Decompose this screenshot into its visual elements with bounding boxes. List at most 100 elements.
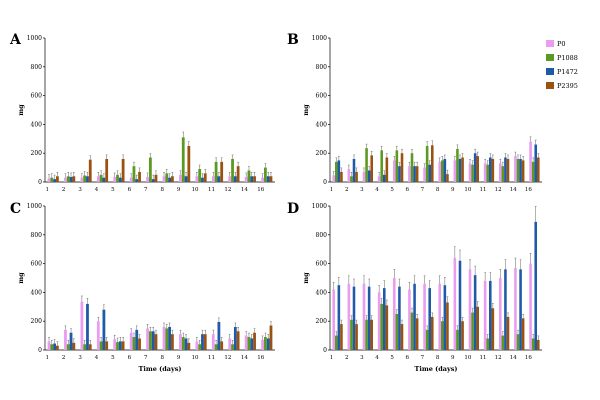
y-axis-title: mg <box>17 104 25 116</box>
bar-p1472-day-4 <box>102 309 106 350</box>
bar-p2395-day-8 <box>171 334 174 350</box>
bar-p1088-day-6 <box>410 312 414 350</box>
x-tick-label: 3 <box>78 187 82 193</box>
bar-p1088-day-12 <box>501 166 505 182</box>
bar-p1088-day-16 <box>263 167 267 182</box>
bar-p0-day-7 <box>146 176 149 182</box>
bar-p2395-day-6 <box>138 338 141 350</box>
y-tick-label: 1000 <box>27 35 42 42</box>
bar-p1472-day-2 <box>352 158 356 182</box>
x-tick-label: 1 <box>330 187 334 193</box>
bar-p1472-day-10 <box>201 177 204 182</box>
bar-p0-day-9 <box>453 257 457 350</box>
bar-p1472-day-9 <box>458 158 462 182</box>
bar-p0-day-16 <box>261 177 264 182</box>
bar-p1088-day-14 <box>516 158 520 182</box>
x-tick-label: 11 <box>208 187 215 193</box>
bar-p1088-day-14 <box>516 334 520 350</box>
legend-swatch-p1472 <box>546 68 554 75</box>
bar-p0-day-8 <box>438 283 441 350</box>
x-tick-label: 3 <box>78 355 82 361</box>
bar-p0-day-14 <box>244 176 248 182</box>
bar-p1088-day-1 <box>50 177 54 182</box>
bar-p1088-day-1 <box>50 344 54 350</box>
bar-p1472-day-1 <box>337 160 341 182</box>
bar-p2395-day-1 <box>340 324 343 350</box>
bar-p0-day-2 <box>64 329 67 350</box>
bar-p1472-day-2 <box>69 332 73 350</box>
bar-p2395-day-12 <box>506 158 510 182</box>
x-tick-label: 2 <box>345 187 349 193</box>
x-tick-label: 16 <box>257 355 264 361</box>
bar-p1088-day-7 <box>425 146 429 182</box>
bar-p1472-day-8 <box>443 285 447 350</box>
bar-p1472-day-6 <box>135 329 139 350</box>
panel-letter: D <box>287 201 299 217</box>
bar-p0-day-8 <box>162 176 166 182</box>
bar-p1088-day-4 <box>99 341 103 350</box>
bar-p1472-day-1 <box>337 285 341 350</box>
bar-p1088-day-8 <box>165 328 169 350</box>
bar-p1088-day-9 <box>181 137 185 182</box>
bar-p2395-day-10 <box>476 156 479 182</box>
bar-p0-day-10 <box>195 341 199 350</box>
bar-p1472-day-12 <box>504 157 507 182</box>
bar-p0-day-16 <box>261 339 264 350</box>
x-tick-label: 1 <box>45 355 49 361</box>
bar-p1088-day-1 <box>335 335 338 350</box>
legend-swatch-p1088 <box>546 54 554 61</box>
bar-p2395-day-7 <box>431 316 434 350</box>
x-tick-label: 10 <box>464 355 471 361</box>
x-tick-label: 5 <box>390 187 394 193</box>
bar-p1088-day-4 <box>99 174 103 182</box>
legend: P0 P1088 P1472 P2395 <box>546 40 578 90</box>
y-tick-label: 0 <box>38 179 42 186</box>
bar-p1088-day-5 <box>395 314 399 350</box>
bar-p1088-day-11 <box>214 344 218 350</box>
bar-p2395-day-14 <box>253 176 256 182</box>
x-tick-label: 5 <box>111 355 115 361</box>
bar-p1472-day-6 <box>135 179 139 182</box>
bar-p2395-day-4 <box>385 305 389 350</box>
bar-p1088-day-16 <box>531 161 535 182</box>
bar-p1472-day-7 <box>428 288 431 350</box>
bar-p0-day-6 <box>129 332 133 350</box>
bar-p2395-day-11 <box>220 341 224 350</box>
bar-p2395-day-14 <box>521 160 525 182</box>
bar-p1088-day-16 <box>263 337 267 350</box>
bar-p1472-day-14 <box>250 176 254 182</box>
y-tick-label: 400 <box>316 289 328 296</box>
bar-p1472-day-16 <box>266 338 270 350</box>
bar-p0-day-10 <box>468 269 472 350</box>
legend-label-p1472: P1472 <box>557 68 578 76</box>
bar-p0-day-12 <box>498 163 502 182</box>
bar-p1088-day-3 <box>83 175 87 182</box>
y-tick-label: 600 <box>316 261 328 268</box>
bar-p2395-day-11 <box>491 308 495 350</box>
y-tick-label: 0 <box>323 179 327 186</box>
bar-p1088-day-6 <box>132 337 136 350</box>
bar-p0-day-10 <box>195 176 199 182</box>
bar-p2395-day-2 <box>355 171 358 182</box>
y-tick-label: 800 <box>316 232 328 239</box>
bar-p1088-day-5 <box>116 174 119 182</box>
bar-p1472-day-4 <box>102 177 106 182</box>
bar-p1472-day-11 <box>217 321 221 350</box>
bar-p1472-day-12 <box>233 176 237 182</box>
x-tick-label: 6 <box>128 187 132 193</box>
bar-p1088-day-11 <box>486 338 489 350</box>
y-tick-label: 400 <box>31 121 43 128</box>
bar-p2395-day-3 <box>88 159 92 182</box>
bar-p0-day-11 <box>483 163 487 182</box>
x-tick-label: 4 <box>95 187 99 193</box>
bar-p1088-day-9 <box>456 148 459 182</box>
bar-p0-day-6 <box>408 166 411 182</box>
x-tick-label: 2 <box>345 355 349 361</box>
bar-p1088-day-8 <box>441 160 444 182</box>
bar-p1088-day-12 <box>231 158 234 182</box>
bar-p2395-day-16 <box>269 325 273 350</box>
bar-p1472-day-10 <box>473 275 477 350</box>
bar-p0-day-11 <box>211 334 215 350</box>
x-tick-label: 12 <box>495 187 502 193</box>
bar-p2395-day-6 <box>138 171 141 182</box>
